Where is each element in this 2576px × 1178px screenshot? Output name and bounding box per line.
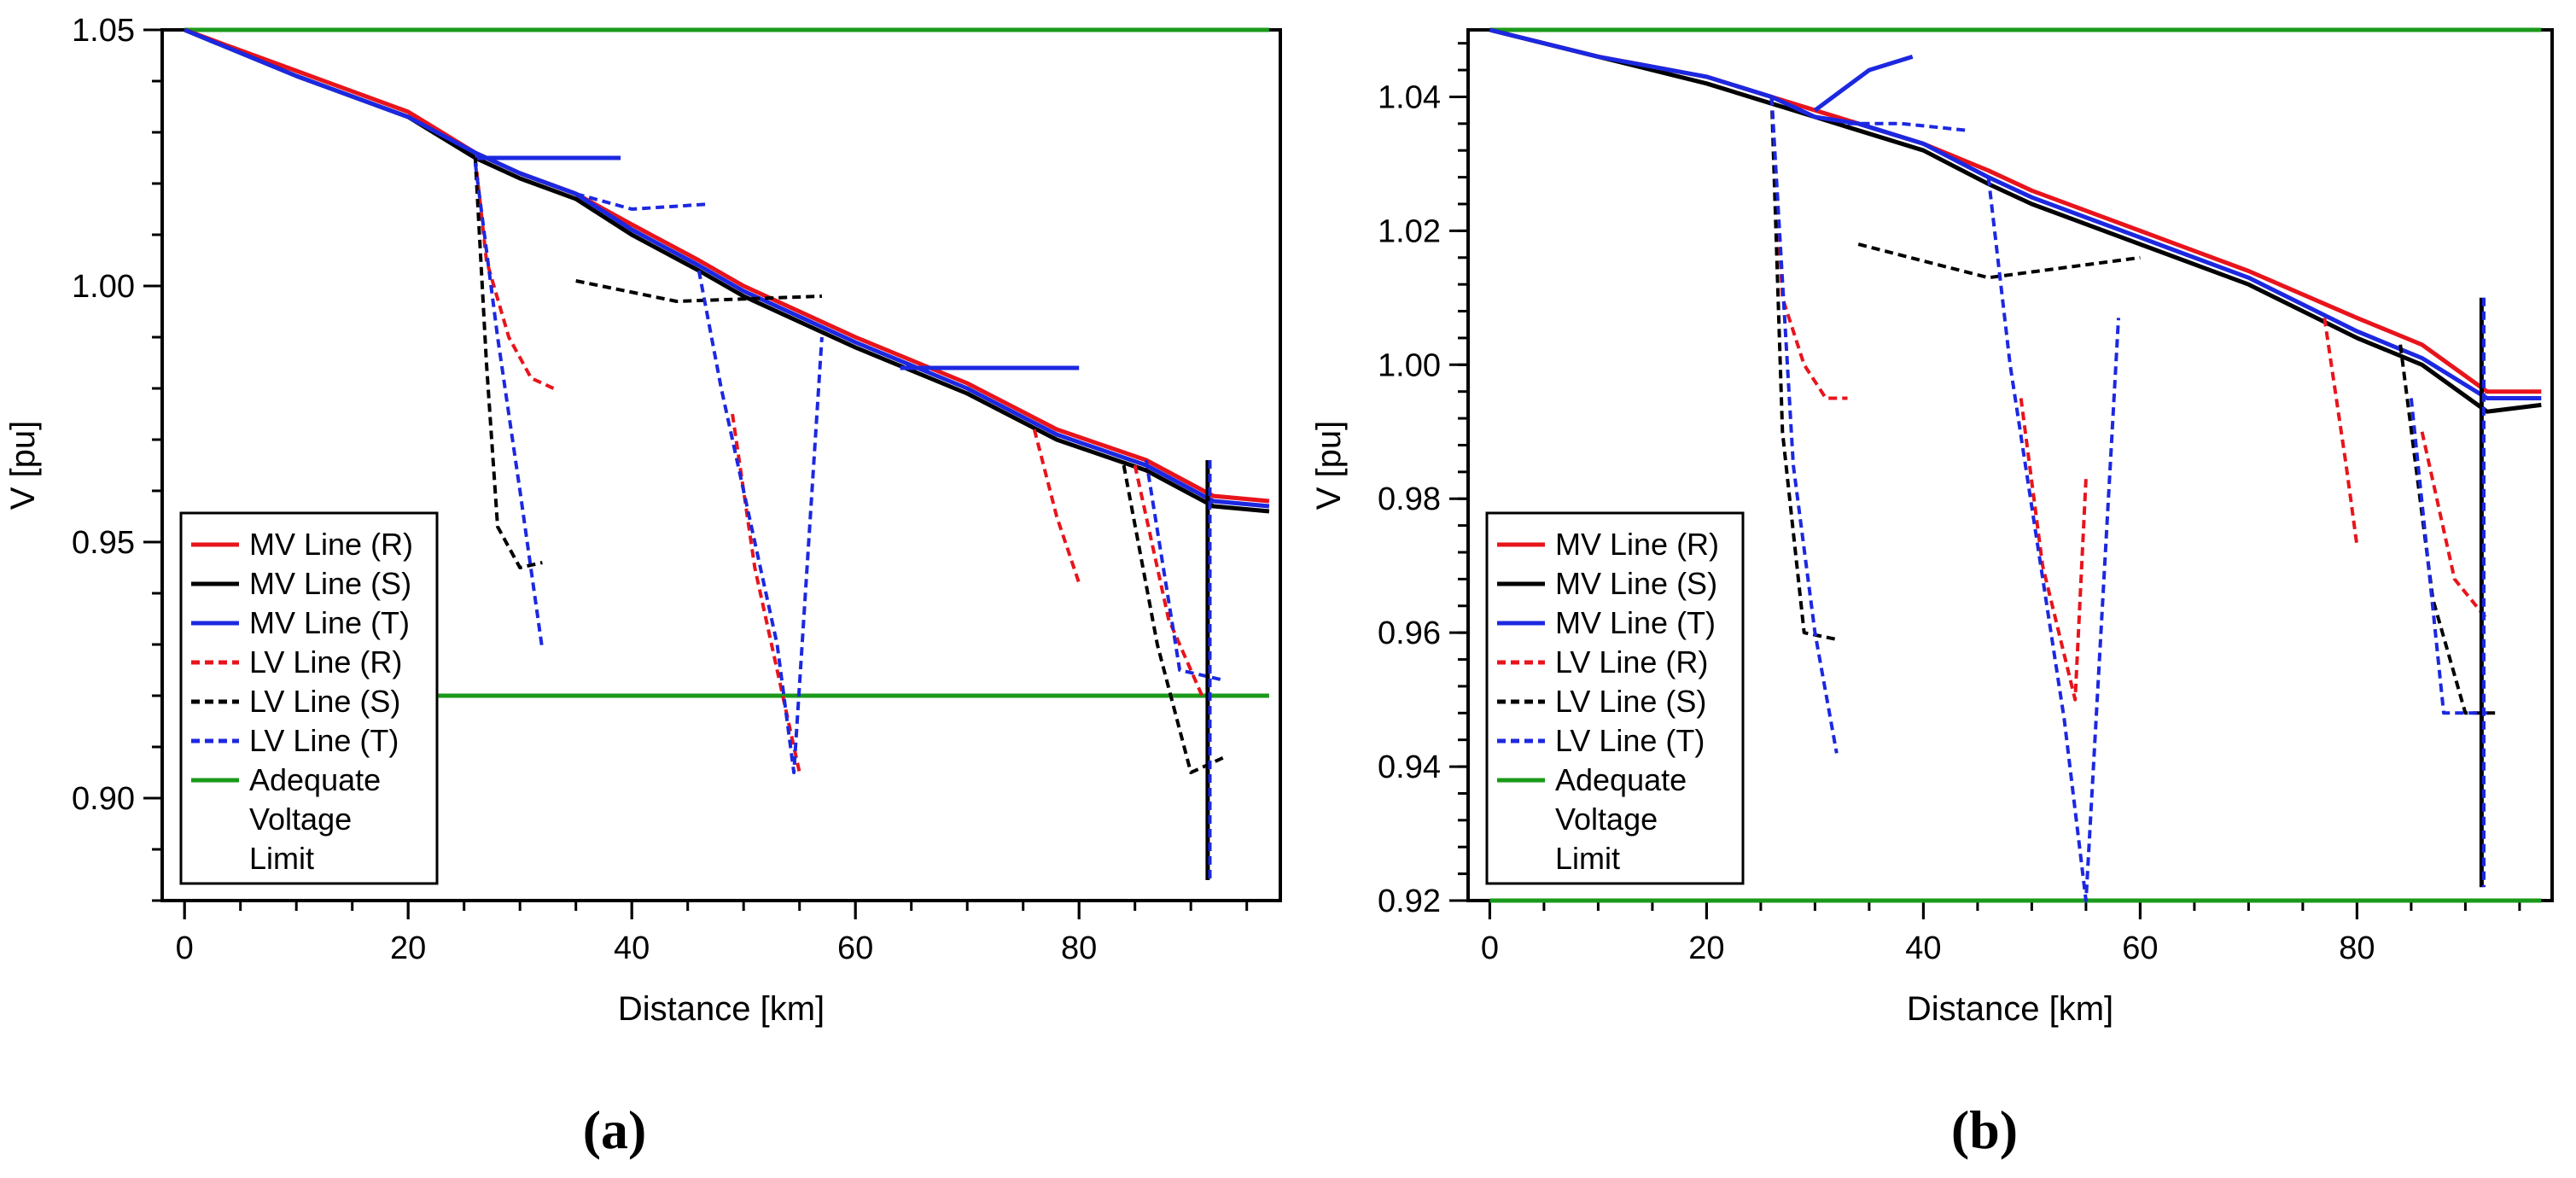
legend-label-line: MV Line (R) <box>1555 527 1719 562</box>
x-tick-label: 0 <box>176 930 194 966</box>
legend-box <box>179 511 439 885</box>
series-line-13 <box>1769 96 1839 754</box>
legend-label-5: LV Line (T) <box>249 723 399 758</box>
series-line-7 <box>473 157 555 390</box>
series-line-14 <box>1986 177 2120 902</box>
y-tick-label: 0.98 <box>1378 481 1441 517</box>
series-line-2 <box>1489 27 2542 394</box>
legend-label-line: LV Line (S) <box>1555 684 1706 719</box>
legend-label-line: LV Line (S) <box>249 684 400 719</box>
legend-label-line: Voltage <box>249 802 352 837</box>
legend: MV Line (R) MV Line (S) MV Line (T) LV Line… <box>1485 511 1745 885</box>
series-line-7 <box>2019 398 2088 702</box>
series-line-14 <box>473 162 545 650</box>
series-line-9 <box>1133 464 1204 697</box>
series-line-2 <box>184 27 1270 504</box>
legend-label-line: Adequate <box>249 762 381 797</box>
legend-label-3: LV Line (R) <box>1555 644 1708 679</box>
series-line-11 <box>473 157 543 569</box>
legend-label-0: MV Line (R) <box>249 527 413 562</box>
panel-label: (b) <box>1951 1099 2018 1160</box>
y-axis-label: V [pu] <box>1310 421 1348 510</box>
series-line-3 <box>1489 27 2542 414</box>
legend-label-6: Adequate Voltage Limit <box>1555 762 1687 876</box>
y-tick-label: 1.04 <box>1378 79 1441 115</box>
legend-label-1: MV Line (S) <box>1555 566 1717 601</box>
legend-label-line: MV Line (T) <box>1555 605 1716 640</box>
series-line-15 <box>1847 121 1967 132</box>
legend-label-line: LV Line (T) <box>249 723 399 758</box>
legend-label-line: LV Line (T) <box>1555 723 1705 758</box>
y-axis-label: V [pu] <box>4 421 42 510</box>
y-tick-label: 0.95 <box>72 525 135 561</box>
x-tick-label: 0 <box>1481 930 1499 966</box>
legend-label-6: Adequate Voltage Limit <box>249 762 381 876</box>
y-tick-label: 1.00 <box>72 269 135 305</box>
panel-label: (a) <box>583 1099 647 1160</box>
series-line-15 <box>696 270 824 774</box>
x-axis-label: Distance [km] <box>618 990 825 1028</box>
series-line-4 <box>184 27 1270 509</box>
legend-label-0: MV Line (R) <box>1555 527 1719 562</box>
legend: MV Line (R) MV Line (S) MV Line (T) LV Line… <box>179 511 439 885</box>
y-tick-label: 1.00 <box>1378 347 1441 383</box>
series-line-4 <box>1489 27 2542 400</box>
x-tick-label: 40 <box>614 930 650 966</box>
x-tick-label: 80 <box>2339 930 2375 966</box>
legend-label-line: LV Line (R) <box>249 644 402 679</box>
chart-panel-0: 0 20 40 60 80 0.90 0.95 1.00 1.05 Distance [km] V … <box>4 13 1282 1160</box>
x-tick-label: 20 <box>1688 930 1724 966</box>
legend-label-line: Limit <box>249 841 314 876</box>
y-tick-label: 0.96 <box>1378 615 1441 651</box>
series-line-10 <box>1032 429 1081 584</box>
legend-label-2: MV Line (T) <box>249 605 410 640</box>
y-tick-label: 1.02 <box>1378 213 1441 249</box>
legend-label-line: Adequate <box>1555 762 1687 797</box>
series-line-8 <box>2420 431 2489 621</box>
series-line-6 <box>1769 96 1848 400</box>
series-line-17 <box>1144 459 1225 682</box>
legend-label-line: Limit <box>1555 841 1620 876</box>
y-tick-label: 0.92 <box>1378 884 1441 919</box>
legend-label-5: LV Line (T) <box>1555 723 1705 758</box>
series-line-5 <box>1813 55 1914 113</box>
legend-label-line: Voltage <box>1555 802 1658 837</box>
series-group <box>184 27 1270 880</box>
legend-label-1: MV Line (S) <box>249 566 411 601</box>
series-line-16 <box>575 192 711 211</box>
legend-label-4: LV Line (S) <box>1555 684 1706 719</box>
series-line-12 <box>2398 344 2498 715</box>
legend-label-line: MV Line (R) <box>249 527 413 562</box>
legend-box <box>1485 511 1745 885</box>
y-tick-label: 0.94 <box>1378 749 1441 785</box>
y-tick-label: 0.90 <box>72 781 135 817</box>
legend-label-2: MV Line (T) <box>1555 605 1716 640</box>
series-group <box>1489 27 2542 903</box>
legend-label-4: LV Line (S) <box>249 684 400 719</box>
legend-label-3: LV Line (R) <box>249 644 402 679</box>
x-tick-label: 40 <box>1905 930 1941 966</box>
legend-label-line: MV Line (T) <box>249 605 410 640</box>
series-line-10 <box>1769 96 1838 641</box>
legend-label-line: LV Line (R) <box>1555 644 1708 679</box>
series-line-3 <box>184 27 1270 514</box>
x-tick-label: 60 <box>2122 930 2158 966</box>
series-line-16 <box>2409 398 2487 715</box>
y-tick-label: 1.05 <box>72 13 135 49</box>
x-axis-label: Distance [km] <box>1907 990 2113 1028</box>
x-tick-label: 20 <box>390 930 426 966</box>
x-tick-label: 60 <box>837 930 873 966</box>
series-line-12 <box>575 279 822 303</box>
legend-label-line: MV Line (S) <box>249 566 411 601</box>
x-tick-label: 80 <box>1061 930 1097 966</box>
series-line-11 <box>1857 242 2141 280</box>
series-line-9 <box>2322 318 2359 546</box>
legend-label-line: MV Line (S) <box>1555 566 1717 601</box>
chart-panel-1: 0 20 40 60 80 0.92 0.94 0.96 0.98 1.00 1.02 1.04 Dis… <box>1310 27 2554 1160</box>
